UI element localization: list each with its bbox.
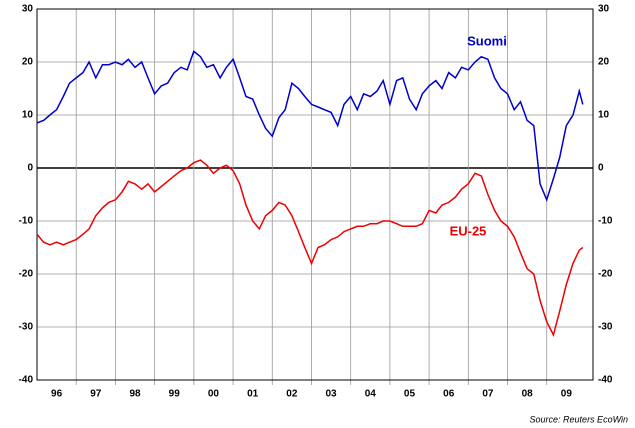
y-tick-label: 0 (27, 163, 33, 174)
x-tick-label: 02 (286, 389, 298, 400)
y2-tick-label: 10 (598, 110, 610, 121)
y-tick-label: 20 (22, 57, 34, 68)
y-tick-label: -40 (19, 375, 34, 386)
source: Source: Reuters EcoWin (530, 414, 628, 424)
y2-tick-label: -40 (598, 375, 613, 386)
x-tick-label: 09 (561, 389, 573, 400)
series-label: EU-25 (450, 223, 487, 238)
y-tick-label: -20 (19, 269, 34, 280)
x-tick-label: 04 (365, 389, 377, 400)
x-tick-label: 96 (51, 389, 63, 400)
y-tick-label: 10 (22, 110, 34, 121)
y-tick-label: -10 (19, 216, 34, 227)
y-tick-label: 30 (22, 4, 34, 15)
series-label: Suomi (467, 33, 507, 48)
x-tick-label: 03 (326, 389, 338, 400)
series-line (36, 159, 584, 337)
series-line (36, 50, 584, 202)
x-tick-label: 00 (208, 389, 220, 400)
y2-tick-label: -30 (598, 322, 613, 333)
y2-tick-label: 30 (598, 4, 610, 15)
x-tick-label: 07 (482, 389, 494, 400)
y-tick-label: -30 (19, 322, 34, 333)
x-tick-label: 06 (443, 389, 455, 400)
x-tick-label: 01 (247, 389, 259, 400)
x-tick-label: 97 (90, 389, 102, 400)
y2-tick-label: 0 (598, 163, 604, 174)
y2-tick-label: -20 (598, 269, 613, 280)
x-tick-label: 98 (129, 389, 141, 400)
y2-tick-label: 20 (598, 57, 610, 68)
x-tick-label: 05 (404, 389, 416, 400)
x-tick-label: 99 (169, 389, 181, 400)
y2-tick-label: -10 (598, 216, 613, 227)
x-tick-label: 08 (522, 389, 534, 400)
plot-frame (36, 8, 594, 381)
